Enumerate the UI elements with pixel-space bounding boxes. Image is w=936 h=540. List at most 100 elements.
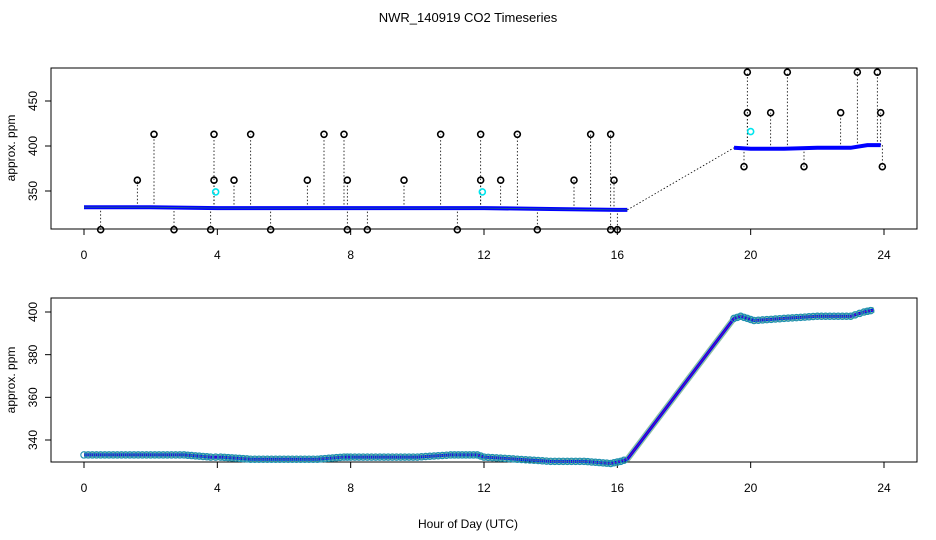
filtered-point	[239, 454, 247, 463]
filtered-point	[826, 312, 834, 321]
x-tick-label-filtered: 4	[214, 481, 221, 495]
filtered-point	[438, 451, 447, 460]
outlier-point	[133, 176, 142, 184]
filtered-point	[146, 451, 155, 459]
filtered-point	[620, 456, 628, 465]
outlier-point	[343, 176, 352, 184]
filtered-point	[138, 451, 147, 459]
outlier-point	[878, 162, 887, 171]
filtered-point	[542, 457, 551, 465]
outlier-point	[743, 68, 752, 76]
filtered-point	[434, 451, 442, 460]
filtered-point	[484, 453, 492, 462]
outlier-point	[533, 225, 542, 234]
filtered-point	[740, 313, 748, 322]
filtered-point	[430, 452, 438, 460]
filtered-point	[571, 457, 580, 466]
filtered-point	[109, 451, 117, 459]
filtered-point	[563, 457, 572, 466]
filtered-point	[538, 457, 547, 465]
filtered-point	[105, 451, 113, 459]
filtered-point	[309, 455, 317, 463]
outlier-point	[150, 130, 158, 139]
filtered-point	[476, 452, 485, 460]
filtered-point	[576, 457, 584, 466]
filtered-point	[228, 454, 236, 462]
filtered-point	[866, 306, 875, 315]
outlier-point	[206, 225, 215, 234]
filtered-point	[730, 314, 738, 323]
y-tick-label-filtered: 340	[26, 430, 40, 450]
x-tick-label-filtered: 0	[81, 481, 88, 495]
outlier-point	[303, 176, 312, 184]
filtered-point	[784, 314, 792, 322]
filtered-point	[216, 453, 225, 461]
filtered-point	[763, 315, 771, 324]
filtered-point	[296, 455, 305, 463]
x-tick-label-raw: 12	[477, 248, 491, 262]
outlier-point	[766, 108, 775, 117]
filtered-point	[113, 451, 122, 459]
filtered-point	[595, 458, 603, 467]
filtered-point	[336, 453, 344, 462]
x-tick-label-filtered: 8	[347, 481, 354, 495]
outlier-point	[743, 108, 752, 117]
filtered-point	[276, 455, 284, 463]
filtered-point	[521, 455, 530, 464]
filtered-point	[780, 314, 788, 323]
filtered-point	[380, 453, 388, 461]
filtered-point	[846, 312, 855, 321]
y-tick-label-raw: 400	[26, 136, 40, 156]
filtered-point	[821, 312, 830, 321]
filtered-series-trace	[84, 309, 875, 464]
filtered-point	[426, 452, 434, 461]
filtered-point	[376, 453, 384, 461]
filtered-point	[363, 453, 372, 461]
filtered-point	[328, 454, 337, 462]
filtered-point	[180, 451, 188, 459]
filtered-point	[80, 451, 88, 459]
filtered-point	[534, 456, 542, 465]
filtered-point	[231, 454, 240, 462]
filtered-point	[220, 453, 229, 462]
filtered-point	[465, 451, 474, 459]
y-axis-label-filtered: approx. ppm	[4, 347, 18, 414]
outlier-point	[610, 176, 618, 184]
filtered-point	[284, 455, 292, 463]
filtered-point	[613, 458, 622, 466]
y-tick-label-raw: 350	[26, 181, 40, 201]
outlier-point	[96, 225, 105, 234]
filtered-point	[121, 451, 130, 459]
outlier-point	[800, 162, 808, 171]
x-tick-label-filtered: 20	[744, 481, 758, 495]
outlier-point	[876, 108, 885, 117]
outlier-point	[246, 130, 255, 139]
gap-connector	[627, 147, 735, 211]
filtered-point	[271, 455, 280, 463]
filtered-point	[142, 451, 151, 459]
filtered-point	[155, 451, 163, 459]
x-tick-label-raw: 8	[347, 248, 354, 262]
flagged-point	[478, 188, 487, 196]
filtered-point	[171, 451, 180, 459]
figure-title: NWR_140919 CO2 Timeseries	[379, 10, 558, 25]
filtered-point	[134, 451, 142, 459]
filtered-point	[167, 451, 176, 459]
filtered-point	[396, 453, 405, 461]
filtered-point	[863, 307, 872, 316]
filtered-point	[492, 454, 501, 462]
outlier-point	[340, 130, 348, 139]
filtered-point	[830, 312, 838, 321]
filtered-point	[413, 453, 422, 461]
baseline-secondary-trace	[84, 206, 628, 211]
filtered-point	[332, 453, 341, 462]
filtered-point	[555, 457, 563, 466]
filtered-point	[584, 457, 592, 466]
filtered-point	[817, 312, 826, 321]
y-tick-label-filtered: 400	[26, 302, 40, 322]
outlier-point	[586, 130, 595, 139]
filtered-point	[359, 453, 367, 461]
outlier-point	[453, 225, 462, 234]
flagged-point	[211, 188, 220, 196]
filtered-point	[767, 315, 775, 324]
